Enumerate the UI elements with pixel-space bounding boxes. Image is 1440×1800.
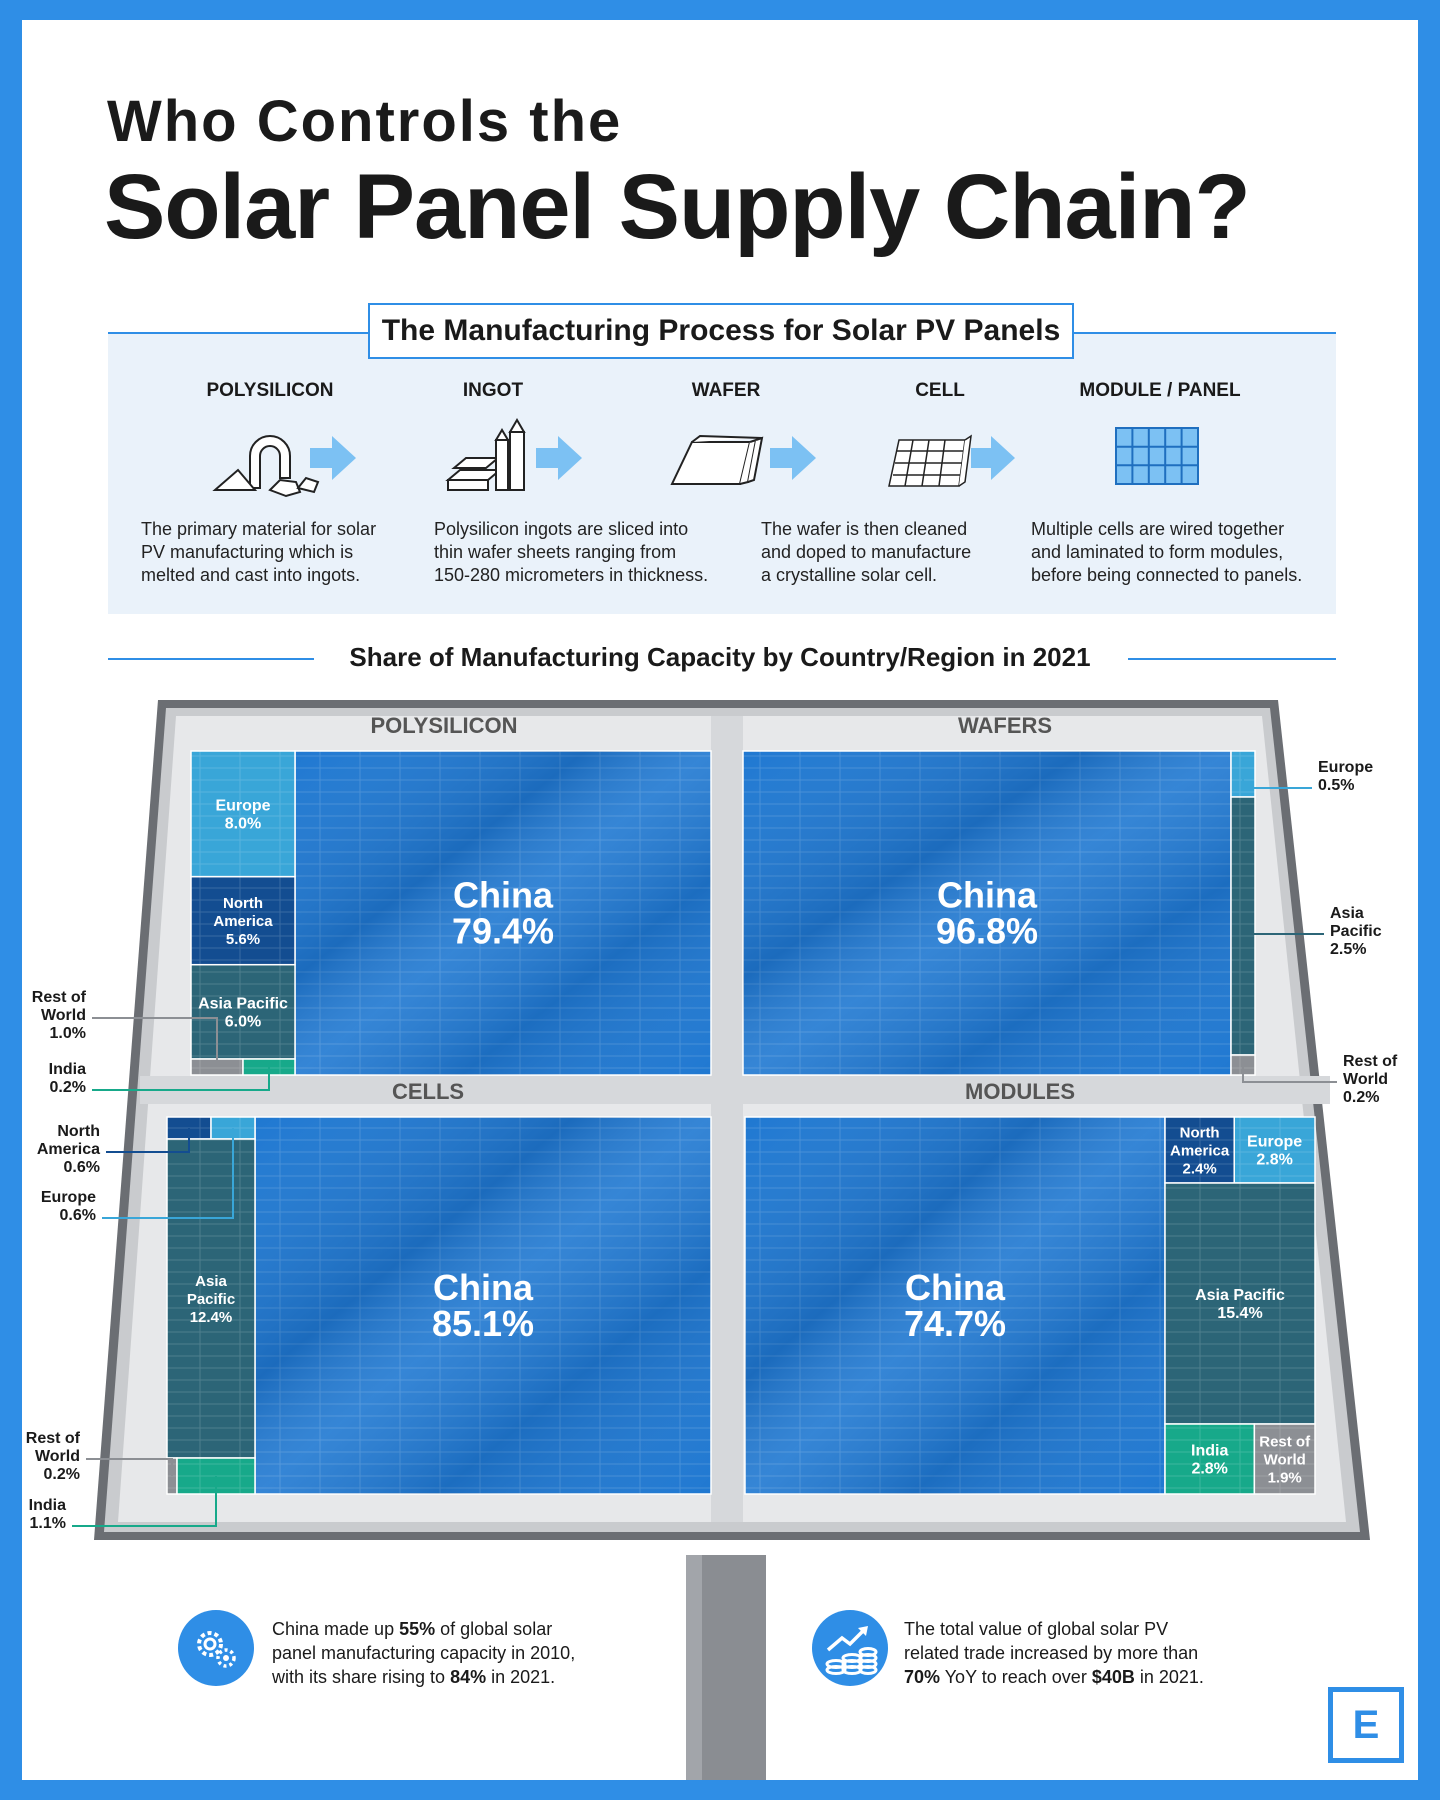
step-label-ingot: INGOT — [462, 380, 524, 401]
callout-label-asia-pacific: Asia Pacific 2.5% — [1330, 905, 1382, 958]
panel-glare — [295, 751, 711, 1075]
panel-cell-grid — [1165, 1424, 1255, 1494]
callout-label-north-america: North America 0.6% — [37, 1123, 100, 1176]
callout-label-rest-of-world: Rest of World 1.0% — [32, 989, 87, 1042]
panel-cell-grid — [191, 964, 295, 1059]
callout-leader-europe — [1242, 774, 1312, 789]
callout-label-europe: Europe 0.5% — [1318, 759, 1373, 794]
panel-glare — [255, 1117, 711, 1494]
treemap-modules: MODULES China 74.7% North America 2.4% Europe 2… — [744, 1079, 1316, 1495]
data-label-north-america: North America 2.4% — [1170, 1124, 1230, 1177]
treemap-polysilicon: POLYSILICON China 79.4% Europe 8.0% North Amer… — [190, 713, 712, 1076]
divider-line — [108, 332, 370, 334]
data-label-asia-pacific: Asia Pacific 12.4% — [187, 1273, 235, 1326]
polysilicon-icon — [212, 435, 356, 498]
step-desc-ingot: Polysilicon ingots are sliced into thin … — [434, 519, 709, 585]
callout-leader-rest-of-world — [1242, 1065, 1337, 1083]
data-label-china: China 96.8% — [936, 875, 1038, 952]
process-heading: The Manufacturing Process for Solar PV P… — [368, 303, 1074, 359]
step-desc-wafer: The wafer is then cleaned and doped to m… — [761, 519, 972, 585]
callout-label-india: India 1.1% — [29, 1497, 66, 1532]
callout-leader-rest-of-world — [86, 1458, 173, 1476]
callout-leader-india — [72, 1476, 217, 1527]
callout-leader-asia-pacific — [1242, 926, 1324, 935]
data-label-north-america: North America 5.6% — [213, 895, 273, 948]
cell-icon — [888, 434, 1015, 487]
treemap-title-wafers: WAFERS — [958, 713, 1052, 738]
step-label-cell: CELL — [915, 380, 965, 401]
divider-line — [108, 658, 314, 660]
data-label-rest-of-world: Rest of World 1.9% — [1259, 1433, 1311, 1486]
treemap-wafers: WAFERS China 96.8% — [742, 713, 1256, 1076]
data-label-china: China 74.7% — [904, 1267, 1006, 1344]
data-label-asia-pacific: Asia Pacific 15.4% — [1195, 1287, 1285, 1322]
treemap-cells: CELLS China 85.1% Asia Pacific 12.4% — [166, 1079, 712, 1495]
data-label-europe: Europe 2.8% — [1247, 1134, 1302, 1169]
panel-cell-grid — [167, 1139, 255, 1458]
ingot-icon — [445, 418, 582, 491]
divider-line — [1128, 658, 1336, 660]
panel-glare — [745, 1117, 1165, 1494]
growth-coins-icon — [812, 1610, 888, 1686]
step-desc-cell: Multiple cells are wired together and la… — [1031, 519, 1303, 585]
callout-leader-europe — [102, 1128, 234, 1219]
data-label-china: China 79.4% — [452, 875, 554, 952]
callout-label-rest-of-world: Rest of World 0.2% — [26, 1430, 81, 1483]
wafer-icon — [670, 434, 816, 485]
panel-cell-grid — [1234, 1117, 1315, 1183]
step-label-module-panel: MODULE / PANEL — [1079, 380, 1241, 401]
data-label-china: China 85.1% — [432, 1267, 534, 1344]
callout-label-rest-of-world: Rest of World 0.2% — [1343, 1053, 1398, 1106]
panel-cell-grid — [1254, 1424, 1315, 1494]
panel-glare — [743, 751, 1231, 1075]
callout-leader-rest-of-world — [92, 1017, 218, 1067]
step-desc-polysilicon: The primary material for solar PV manufa… — [141, 519, 377, 585]
treemap-title-polysilicon: POLYSILICON — [370, 713, 517, 738]
panel-cell-grid — [191, 876, 295, 965]
fact-china-share: China made up 55% of global solar panel … — [272, 1619, 576, 1687]
data-label-europe: Europe 8.0% — [215, 797, 270, 832]
panel-cell-grid — [191, 751, 295, 877]
title-line-2: Solar Panel Supply Chain? — [104, 156, 1251, 258]
callout-label-india: India 0.2% — [49, 1061, 86, 1096]
fact-trade-value: The total value of global solar PV relat… — [904, 1619, 1204, 1687]
capacity-heading: Share of Manufacturing Capacity by Count… — [349, 642, 1091, 672]
panel-cell-grid — [1165, 1183, 1315, 1424]
treemap-title-cells: CELLS — [392, 1079, 464, 1104]
callout-leader-north-america — [106, 1128, 190, 1153]
brand-logo: E — [1328, 1687, 1404, 1763]
panel-cell-grid — [1165, 1117, 1235, 1183]
data-label-india: India 2.8% — [1191, 1443, 1228, 1478]
divider-line — [1072, 332, 1336, 334]
gears-icon — [178, 1610, 254, 1686]
treemap-title-modules: MODULES — [965, 1079, 1075, 1104]
step-label-polysilicon: POLYSILICON — [206, 380, 334, 401]
data-label-asia-pacific: Asia Pacific 6.0% — [198, 995, 288, 1030]
title-line-1: Who Controls the — [107, 89, 623, 154]
step-label-wafer: WAFER — [691, 380, 761, 401]
callout-label-europe: Europe 0.6% — [41, 1189, 96, 1224]
module-panel-icon — [1115, 427, 1199, 485]
callout-leader-india — [92, 1067, 270, 1091]
